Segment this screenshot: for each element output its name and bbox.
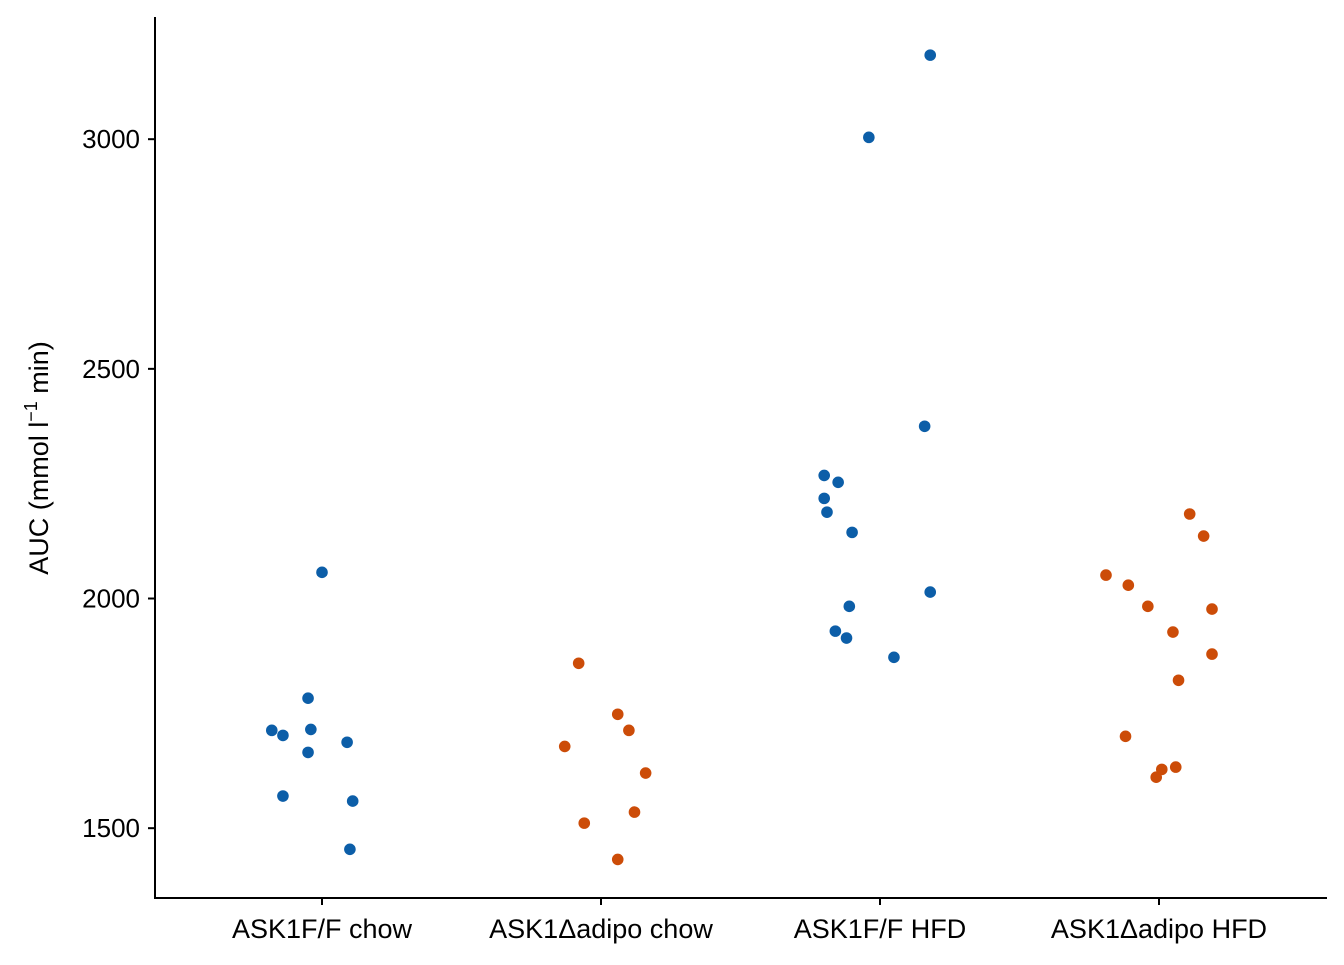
data-point: [628, 806, 641, 818]
x-tick-label: ASK1F/F chow: [232, 914, 413, 944]
data-point: [558, 740, 571, 753]
data-point: [344, 843, 356, 856]
data-points: [265, 49, 1218, 866]
data-point: [277, 729, 289, 742]
data-point: [611, 853, 624, 866]
data-point: [1122, 579, 1135, 591]
data-point: [818, 469, 830, 482]
data-point: [888, 651, 900, 664]
data-point: [818, 492, 830, 505]
data-point: [846, 526, 858, 539]
data-point: [924, 49, 937, 61]
x-tick-label: ASK1F/F HFD: [794, 914, 967, 944]
data-point: [924, 586, 937, 598]
data-point: [302, 692, 314, 704]
data-point: [302, 746, 314, 759]
y-tick-label: 2000: [82, 584, 140, 614]
data-point: [611, 708, 624, 721]
data-point: [1197, 530, 1210, 542]
y-ticks: 1500 2000 2500 3000: [82, 124, 155, 843]
y-axis-label-superscript: −1: [21, 401, 41, 422]
x-ticks: ASK1F/F chow ASK1Δadipo chow ASK1F/F HFD AS…: [232, 898, 1267, 944]
y-axis-label: AUC (mmol l−1 min): [21, 341, 54, 575]
data-point: [572, 657, 585, 670]
data-point: [305, 723, 317, 736]
data-point: [1206, 648, 1218, 660]
data-point: [1172, 674, 1185, 687]
y-tick-label: 3000: [82, 124, 140, 154]
data-point: [1167, 626, 1179, 638]
y-tick-label: 2500: [82, 354, 140, 384]
data-point: [346, 795, 359, 807]
data-point: [341, 736, 353, 749]
data-point: [1169, 761, 1182, 773]
data-point: [840, 632, 853, 644]
data-point: [1150, 771, 1163, 783]
data-point: [829, 625, 842, 637]
data-point: [821, 506, 833, 518]
data-point: [843, 600, 856, 613]
x-tick-label: ASK1Δadipo HFD: [1051, 914, 1267, 944]
data-point: [1119, 730, 1132, 743]
data-point: [639, 767, 652, 779]
y-tick-label: 1500: [82, 813, 140, 843]
data-point: [265, 724, 278, 737]
data-point: [277, 790, 289, 802]
data-point: [578, 817, 591, 829]
data-point: [863, 131, 875, 144]
data-point: [1142, 600, 1154, 613]
data-point: [1206, 603, 1218, 615]
data-point: [832, 476, 844, 489]
data-point: [623, 724, 635, 737]
data-point: [316, 566, 328, 579]
x-tick-label: ASK1Δadipo chow: [489, 914, 713, 944]
data-point: [1100, 569, 1112, 581]
data-point: [918, 420, 931, 433]
data-point: [1183, 508, 1196, 520]
